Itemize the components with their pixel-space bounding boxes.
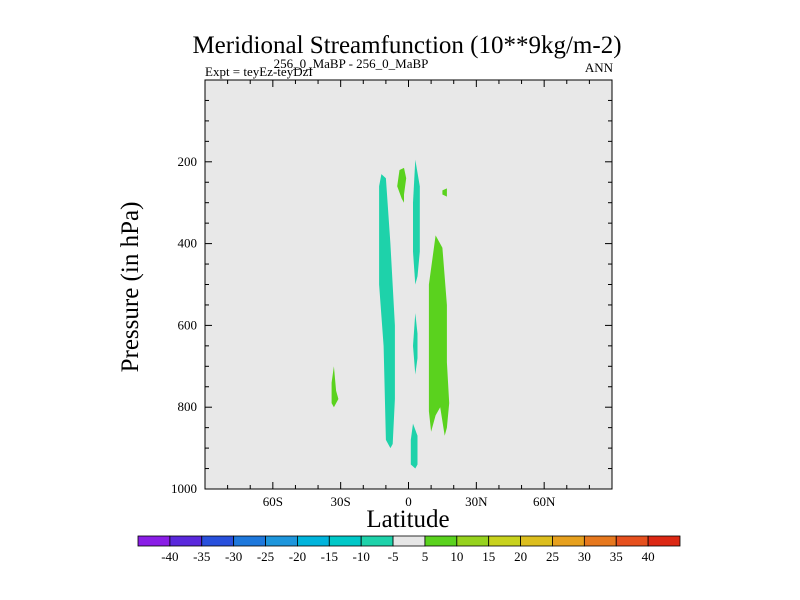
x-axis-label: Latitude xyxy=(366,506,449,533)
y-tick-label: 400 xyxy=(178,236,198,251)
colorbar-label: 40 xyxy=(642,549,655,564)
colorbar-swatch xyxy=(392,535,426,547)
colorbar-swatch xyxy=(456,535,490,547)
colorbar-label: -40 xyxy=(161,549,178,564)
colorbar-swatch xyxy=(647,535,681,547)
y-axis-label: Pressure (in hPa) xyxy=(117,202,144,373)
colorbar-label: 25 xyxy=(546,549,559,564)
colorbar-swatch xyxy=(488,535,521,547)
subtitle-center: 256_0_MaBP - 256_0_MaBP xyxy=(274,56,429,71)
colorbar-label: -30 xyxy=(225,549,242,564)
colorbar-label: -5 xyxy=(388,549,399,564)
chart-title: Meridional Streamfunction (10**9kg/m-2) xyxy=(192,32,621,59)
contour-region-pos-5-band-main xyxy=(428,235,450,436)
contour-region-neg-5-strip-eq-upper xyxy=(413,159,420,285)
colorbar-label: -10 xyxy=(353,549,370,564)
contour-region-pos-5-blob-15N xyxy=(442,188,447,197)
colorbar-swatch xyxy=(328,535,362,547)
y-tick-label: 600 xyxy=(178,317,198,332)
y-axis: 200 400 600 800 1000 xyxy=(171,79,612,496)
colorbar-swatch xyxy=(201,535,235,547)
colorbar-swatch xyxy=(137,535,171,547)
colorbar-label: -20 xyxy=(289,549,306,564)
colorbar-label: 30 xyxy=(578,549,591,564)
colorbar-swatch xyxy=(615,535,649,547)
colorbar-label: 10 xyxy=(450,549,463,564)
plot-background xyxy=(205,80,612,489)
x-axis: 60S 30S 0 30N 60N xyxy=(204,80,613,509)
contour-region-pos-5-blob-5S xyxy=(397,167,407,203)
x-tick-label: 60N xyxy=(533,494,556,509)
y-tick-label: 800 xyxy=(178,399,198,414)
contour-region-pos-5-blob-15S xyxy=(331,366,339,408)
colorbar-label: 20 xyxy=(514,549,527,564)
colorbar-swatch xyxy=(360,535,394,547)
contour-region-neg-5-strip-eq-mid xyxy=(413,313,418,375)
x-tick-label: 0 xyxy=(405,494,412,509)
colorbar-swatch xyxy=(552,535,585,547)
x-tick-label: 30N xyxy=(465,494,488,509)
colorbar-label: -35 xyxy=(193,549,210,564)
colorbar: -40 -35 -30 -25 -20 -15 -10 -5 5 10 15 20 25 30 35 40 xyxy=(137,535,681,564)
subtitle-left: Expt = teyEz-teyDzI xyxy=(205,64,313,79)
contour-region-neg-5-blob-eq-low xyxy=(410,423,418,469)
colorbar-swatch xyxy=(520,535,553,547)
y-tick-label: 1000 xyxy=(171,481,197,496)
contour-region-neg-5-band-main xyxy=(379,174,395,449)
colorbar-swatch xyxy=(297,535,330,547)
colorbar-label: 15 xyxy=(482,549,495,564)
x-tick-label: 30S xyxy=(331,494,351,509)
colorbar-label: -15 xyxy=(321,549,338,564)
colorbar-swatch xyxy=(233,535,266,547)
colorbar-label: 5 xyxy=(422,549,429,564)
colorbar-swatch xyxy=(169,535,203,547)
colorbar-label: -25 xyxy=(257,549,274,564)
colorbar-label: 35 xyxy=(610,549,623,564)
plot-area xyxy=(204,79,613,490)
colorbar-swatch xyxy=(583,535,617,547)
subtitle-right: ANN xyxy=(585,60,614,75)
colorbar-swatch xyxy=(424,535,458,547)
x-tick-label: 60S xyxy=(263,494,283,509)
y-tick-label: 200 xyxy=(178,154,198,169)
colorbar-swatch xyxy=(265,535,298,547)
